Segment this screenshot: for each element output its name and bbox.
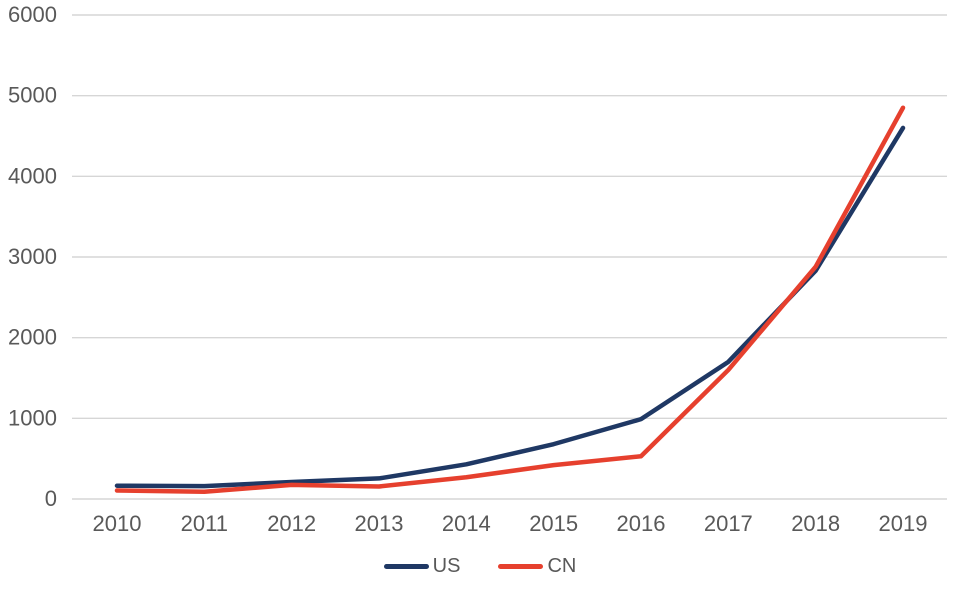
x-axis-tick-label: 2011: [181, 511, 228, 536]
x-axis-tick-label: 2016: [617, 511, 666, 536]
us-line-swatch-icon: [383, 563, 429, 569]
y-axis-tick-label: 5000: [8, 83, 57, 108]
us-line: [114, 125, 906, 489]
cn-line-swatch-icon: [498, 563, 544, 569]
x-axis-tick-label: 2017: [704, 511, 753, 536]
legend-label-us: US: [432, 555, 461, 577]
x-axis-tick-label: 2018: [791, 511, 840, 536]
legend-item-us: US: [383, 555, 461, 577]
y-axis-tick-label: 1000: [8, 405, 57, 430]
x-axis-tick-label: 2014: [442, 511, 491, 536]
x-axis-tick-label: 2019: [879, 511, 928, 536]
y-axis-tick-label: 0: [45, 486, 57, 511]
x-axis-tick-label: 2010: [93, 511, 142, 536]
y-axis-tick-label: 2000: [8, 325, 57, 350]
x-axis-tick-label: 2013: [355, 511, 404, 536]
legend-label-cn: CN: [547, 555, 577, 577]
x-axis-tick-label: 2012: [267, 511, 316, 536]
y-axis-tick-label: 3000: [8, 244, 57, 269]
y-axis-tick-label: 6000: [8, 2, 57, 27]
y-axis-tick-label: 4000: [8, 163, 57, 188]
legend: US CN: [0, 556, 960, 576]
cn-line: [114, 105, 906, 494]
legend-item-cn: CN: [498, 556, 576, 576]
x-axis-tick-label: 2015: [529, 511, 578, 536]
